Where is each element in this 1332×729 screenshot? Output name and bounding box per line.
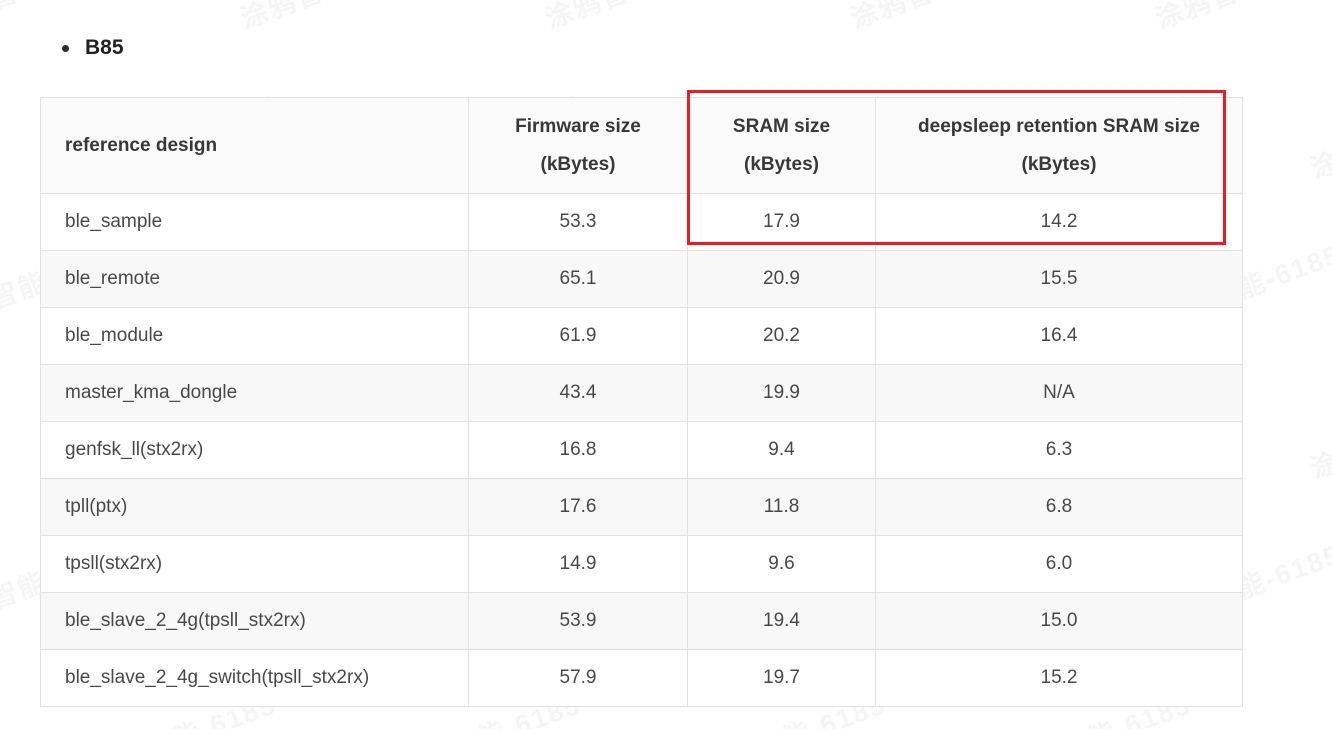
cell-firmware-size: 43.4 <box>468 364 688 422</box>
watermark-text: 涂鸦智能-6185 <box>234 0 431 36</box>
list-item-b85: B85 <box>62 36 124 60</box>
table-row: ble_remote 65.1 20.9 15.5 <box>40 250 1243 308</box>
watermark-text: 涂鸦智能-6185 <box>1306 389 1332 485</box>
table-body: ble_sample 53.3 17.9 14.2 ble_remote 65.1 20.9… <box>40 193 1243 707</box>
table-row: master_kma_dongle 43.4 19.9 N/A <box>40 364 1243 422</box>
watermark-text: 涂鸦智能-6185 <box>1304 683 1332 729</box>
column-header-reference-design: reference design <box>40 97 469 194</box>
cell-firmware-size: 65.1 <box>468 250 688 308</box>
watermark-text: 涂鸦智能-6185 <box>844 0 1041 36</box>
table-row: tpll(ptx) 17.6 11.8 6.8 <box>40 478 1243 536</box>
cell-sram-size: 19.7 <box>687 649 876 707</box>
cell-firmware-size: 17.6 <box>468 478 688 536</box>
table-row: ble_sample 53.3 17.9 14.2 <box>40 193 1243 251</box>
cell-reference-design: tpsll(stx2rx) <box>40 535 469 593</box>
cell-sram-size: 9.4 <box>687 421 876 479</box>
cell-deepsleep-sram: 15.2 <box>875 649 1243 707</box>
cell-sram-size: 19.4 <box>687 592 876 650</box>
cell-firmware-size: 16.8 <box>468 421 688 479</box>
cell-deepsleep-sram: 15.5 <box>875 250 1243 308</box>
cell-sram-size: 19.9 <box>687 364 876 422</box>
table-row: tpsll(stx2rx) 14.9 9.6 6.0 <box>40 535 1243 593</box>
cell-deepsleep-sram: 16.4 <box>875 307 1243 365</box>
watermark-text: 涂鸦智能-6185 <box>1149 0 1332 36</box>
cell-deepsleep-sram: N/A <box>875 364 1243 422</box>
cell-sram-size: 17.9 <box>687 193 876 251</box>
column-header-firmware-size: Firmware size (kBytes) <box>468 97 688 194</box>
cell-sram-size: 20.9 <box>687 250 876 308</box>
cell-sram-size: 20.2 <box>687 307 876 365</box>
cell-reference-design: master_kma_dongle <box>40 364 469 422</box>
cell-reference-design: ble_slave_2_4g(tpsll_stx2rx) <box>40 592 469 650</box>
bullet-icon <box>62 44 69 52</box>
cell-deepsleep-sram: 6.8 <box>875 478 1243 536</box>
table-row: ble_module 61.9 20.2 16.4 <box>40 307 1243 365</box>
cell-deepsleep-sram: 14.2 <box>875 193 1243 251</box>
table-header-row: reference design Firmware size (kBytes) … <box>40 97 1243 194</box>
cell-firmware-size: 57.9 <box>468 649 688 707</box>
cell-reference-design: ble_module <box>40 307 469 365</box>
watermark-text: 涂鸦智能-6185 <box>539 0 736 36</box>
memory-size-table: reference design Firmware size (kBytes) … <box>40 97 1243 707</box>
cell-reference-design: ble_sample <box>40 193 469 251</box>
cell-reference-design: ble_slave_2_4g_switch(tpsll_stx2rx) <box>40 649 469 707</box>
cell-reference-design: tpll(ptx) <box>40 478 469 536</box>
cell-deepsleep-sram: 15.0 <box>875 592 1243 650</box>
cell-reference-design: ble_remote <box>40 250 469 308</box>
table-row: ble_slave_2_4g(tpsll_stx2rx) 53.9 19.4 15.0 <box>40 592 1243 650</box>
cell-deepsleep-sram: 6.0 <box>875 535 1243 593</box>
section-heading: B85 <box>85 36 124 59</box>
cell-firmware-size: 14.9 <box>468 535 688 593</box>
watermark-text: 涂鸦智能-6185 <box>1306 89 1332 185</box>
cell-deepsleep-sram: 6.3 <box>875 421 1243 479</box>
cell-firmware-size: 53.9 <box>468 592 688 650</box>
cell-firmware-size: 53.3 <box>468 193 688 251</box>
column-header-sram-size: SRAM size (kBytes) <box>687 97 876 194</box>
cell-sram-size: 11.8 <box>687 478 876 536</box>
cell-sram-size: 9.6 <box>687 535 876 593</box>
cell-firmware-size: 61.9 <box>468 307 688 365</box>
table-row: genfsk_ll(stx2rx) 16.8 9.4 6.3 <box>40 421 1243 479</box>
cell-reference-design: genfsk_ll(stx2rx) <box>40 421 469 479</box>
watermark-text: 涂鸦智能-6185 <box>0 0 126 36</box>
column-header-deepsleep-sram-size: deepsleep retention SRAM size (kBytes) <box>875 97 1243 194</box>
table-row: ble_slave_2_4g_switch(tpsll_stx2rx) 57.9 1… <box>40 649 1243 707</box>
